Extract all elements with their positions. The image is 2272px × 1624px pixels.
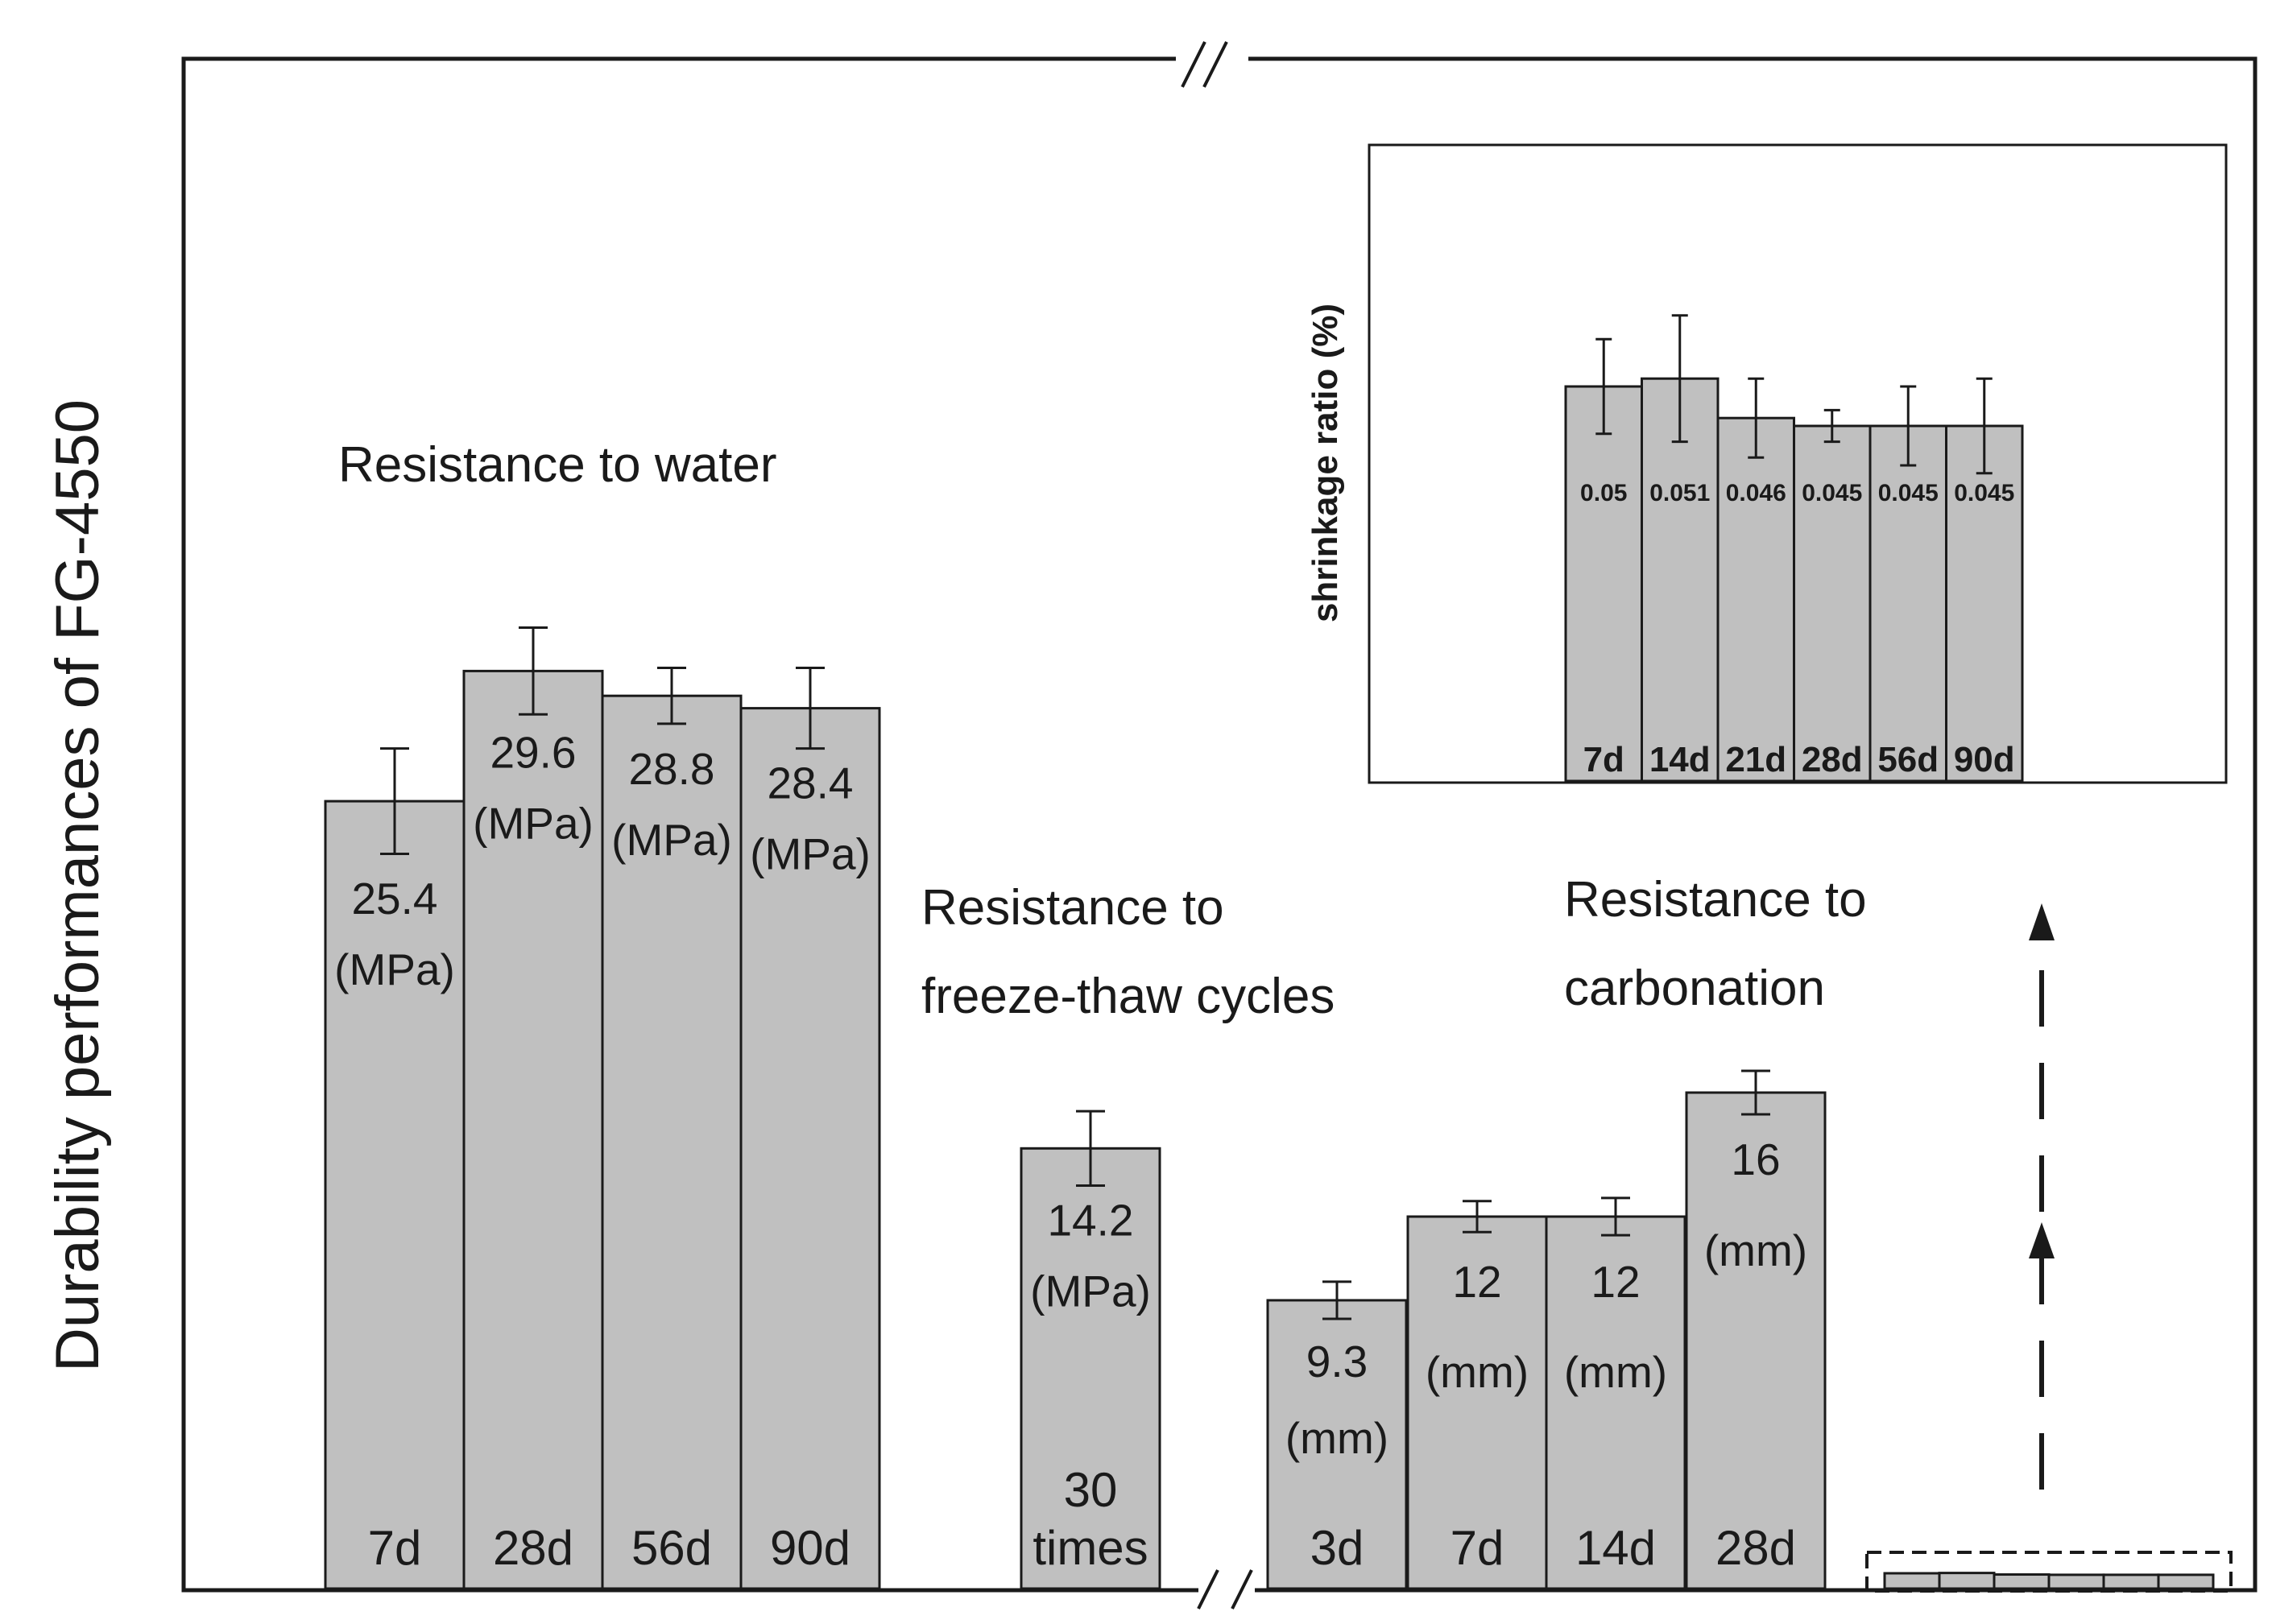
inset-preview-bar-5 bbox=[2157, 1573, 2215, 1590]
group-title-carbonation-line-2: carbonation bbox=[1564, 961, 1825, 1016]
value-label-water-3-0: 28.4 bbox=[767, 758, 853, 808]
group-title-water: Resistance to water bbox=[338, 437, 776, 493]
inset-bar-2 bbox=[1716, 416, 1795, 783]
bar-carbonation-2 bbox=[1545, 1215, 1686, 1590]
error-bar-carbonation-0 bbox=[1322, 1280, 1351, 1320]
top-axis-break bbox=[1176, 41, 1248, 88]
category-label-carbonation-2: 14d bbox=[1575, 1521, 1656, 1575]
arrowhead-lower bbox=[2029, 1222, 2055, 1258]
inset-preview-bar-0 bbox=[1883, 1572, 1941, 1590]
value-label-carbonation-1-0: 12 bbox=[1452, 1257, 1501, 1307]
group-title-water-line-1: Resistance to water bbox=[338, 437, 776, 493]
group-title-carbonation: Resistance to carbonation bbox=[1564, 872, 1867, 1016]
inset-category-label-5: 90d bbox=[1954, 740, 2015, 779]
inset-category-label-1: 14d bbox=[1649, 740, 1711, 779]
bar-water-3 bbox=[739, 707, 881, 1590]
group-title-freeze-line-2: freeze-thaw cycles bbox=[921, 969, 1335, 1024]
value-label-water-3-1: (MPa) bbox=[750, 829, 871, 879]
inset-category-label-4: 56d bbox=[1877, 740, 1939, 779]
value-label-water-0-1: (MPa) bbox=[334, 944, 455, 994]
value-label-water-2-0: 28.8 bbox=[628, 744, 714, 794]
bar-carbonation-3 bbox=[1685, 1091, 1827, 1590]
inset-category-label-0: 7d bbox=[1583, 740, 1624, 779]
error-bar-water-3 bbox=[796, 667, 825, 750]
error-bar-water-0 bbox=[380, 747, 409, 856]
category-label-freeze-0-0: 30 bbox=[1064, 1463, 1118, 1517]
value-label-carbonation-0-0: 9.3 bbox=[1306, 1337, 1368, 1386]
inset-bar-3 bbox=[1793, 424, 1872, 783]
bar-water-0 bbox=[324, 800, 466, 1590]
error-bar-carbonation-3 bbox=[1741, 1069, 1770, 1116]
y-axis-label: Durability performances of FG-4550 bbox=[43, 399, 112, 1372]
inset-category-label-2: 21d bbox=[1725, 740, 1786, 779]
value-label-water-2-1: (MPa) bbox=[611, 815, 732, 865]
inset-error-bar-2 bbox=[1748, 377, 1765, 459]
error-bar-carbonation-2 bbox=[1601, 1196, 1630, 1237]
inset-value-label-4: 0.045 bbox=[1878, 480, 1939, 506]
category-label-carbonation-3: 28d bbox=[1715, 1521, 1796, 1575]
value-label-carbonation-2-0: 12 bbox=[1591, 1257, 1640, 1307]
value-label-water-1-1: (MPa) bbox=[473, 798, 594, 848]
inset-error-bar-5 bbox=[1976, 377, 1993, 475]
bar-carbonation-0 bbox=[1266, 1299, 1408, 1590]
inset-value-label-3: 0.045 bbox=[1802, 480, 1862, 506]
inset-error-bar-4 bbox=[1900, 385, 1917, 467]
group-title-freeze-line-1: Resistance to bbox=[921, 880, 1224, 936]
value-label-carbonation-1-1: (mm) bbox=[1426, 1347, 1529, 1397]
bottom-axis-break bbox=[1197, 1569, 1255, 1610]
value-label-carbonation-2-1: (mm) bbox=[1564, 1347, 1667, 1397]
error-bar-carbonation-1 bbox=[1463, 1200, 1492, 1233]
inset-preview-bars bbox=[1883, 1572, 2215, 1590]
inset-y-axis-label: shrinkage ratio (%) bbox=[1306, 304, 1345, 622]
category-label-carbonation-0: 3d bbox=[1310, 1521, 1364, 1575]
category-label-water-0: 7d bbox=[368, 1521, 422, 1575]
inset-preview-box bbox=[1865, 1551, 2233, 1593]
group-title-carbonation-line-1: Resistance to bbox=[1564, 872, 1867, 928]
inset-value-label-2: 0.046 bbox=[1726, 480, 1786, 506]
inset-error-bar-3 bbox=[1823, 408, 1840, 444]
value-label-carbonation-3-1: (mm) bbox=[1704, 1225, 1807, 1275]
inset-bar-0 bbox=[1564, 385, 1643, 783]
inset-preview bbox=[1865, 1551, 2233, 1593]
inset-link-arrow bbox=[2029, 903, 2055, 1490]
group-title-freeze: Resistance to freeze-thaw cycles bbox=[921, 880, 1335, 1024]
inset-value-label-0: 0.05 bbox=[1580, 480, 1627, 506]
inset-error-bar-1 bbox=[1671, 314, 1688, 444]
value-label-carbonation-0-1: (mm) bbox=[1285, 1413, 1388, 1463]
main-bars: 25.4 (MPa) 7d 29.6 (MPa) 28d 28.8 (MPa) 56d 28.4 (… bbox=[324, 626, 1827, 1590]
inset-bars: 0.05 7d 0.051 14d 0.046 21d 0.045 28d 0.045 56d 0.… bbox=[1564, 314, 2024, 783]
bar-water-1 bbox=[462, 669, 604, 1590]
value-label-freeze-0-0: 14.2 bbox=[1047, 1195, 1133, 1245]
category-label-carbonation-1: 7d bbox=[1451, 1521, 1504, 1575]
category-label-water-3: 90d bbox=[770, 1521, 850, 1575]
category-label-freeze-0-1: times bbox=[1033, 1521, 1148, 1575]
inset-chart: shrinkage ratio (%) 0.05 7d 0.051 14d 0.046 2… bbox=[1306, 143, 2228, 784]
inset-category-label-3: 28d bbox=[1802, 740, 1863, 779]
arrowhead-upper bbox=[2029, 903, 2055, 940]
value-label-water-1-0: 29.6 bbox=[490, 727, 576, 777]
value-label-carbonation-3-0: 16 bbox=[1731, 1134, 1780, 1184]
bar-carbonation-1 bbox=[1406, 1215, 1548, 1590]
value-label-water-0-0: 25.4 bbox=[351, 874, 437, 924]
inset-value-label-5: 0.045 bbox=[1954, 480, 2014, 506]
inset-bar-5 bbox=[1945, 424, 2024, 783]
inset-preview-bar-4 bbox=[2102, 1573, 2160, 1590]
inset-error-bar-0 bbox=[1595, 337, 1612, 436]
error-bar-water-2 bbox=[657, 667, 686, 725]
inset-preview-bar-2 bbox=[1993, 1573, 2051, 1590]
error-bar-freeze-0 bbox=[1076, 1110, 1105, 1187]
bar-freeze-0 bbox=[1020, 1147, 1161, 1590]
inset-value-label-1: 0.051 bbox=[1649, 480, 1710, 506]
category-label-water-2: 56d bbox=[631, 1521, 712, 1575]
inset-preview-bar-3 bbox=[2047, 1573, 2105, 1590]
category-label-water-1: 28d bbox=[493, 1521, 573, 1575]
error-bar-water-1 bbox=[519, 626, 548, 716]
inset-preview-bar-1 bbox=[1938, 1572, 1996, 1590]
value-label-freeze-0-1: (MPa) bbox=[1030, 1266, 1151, 1316]
